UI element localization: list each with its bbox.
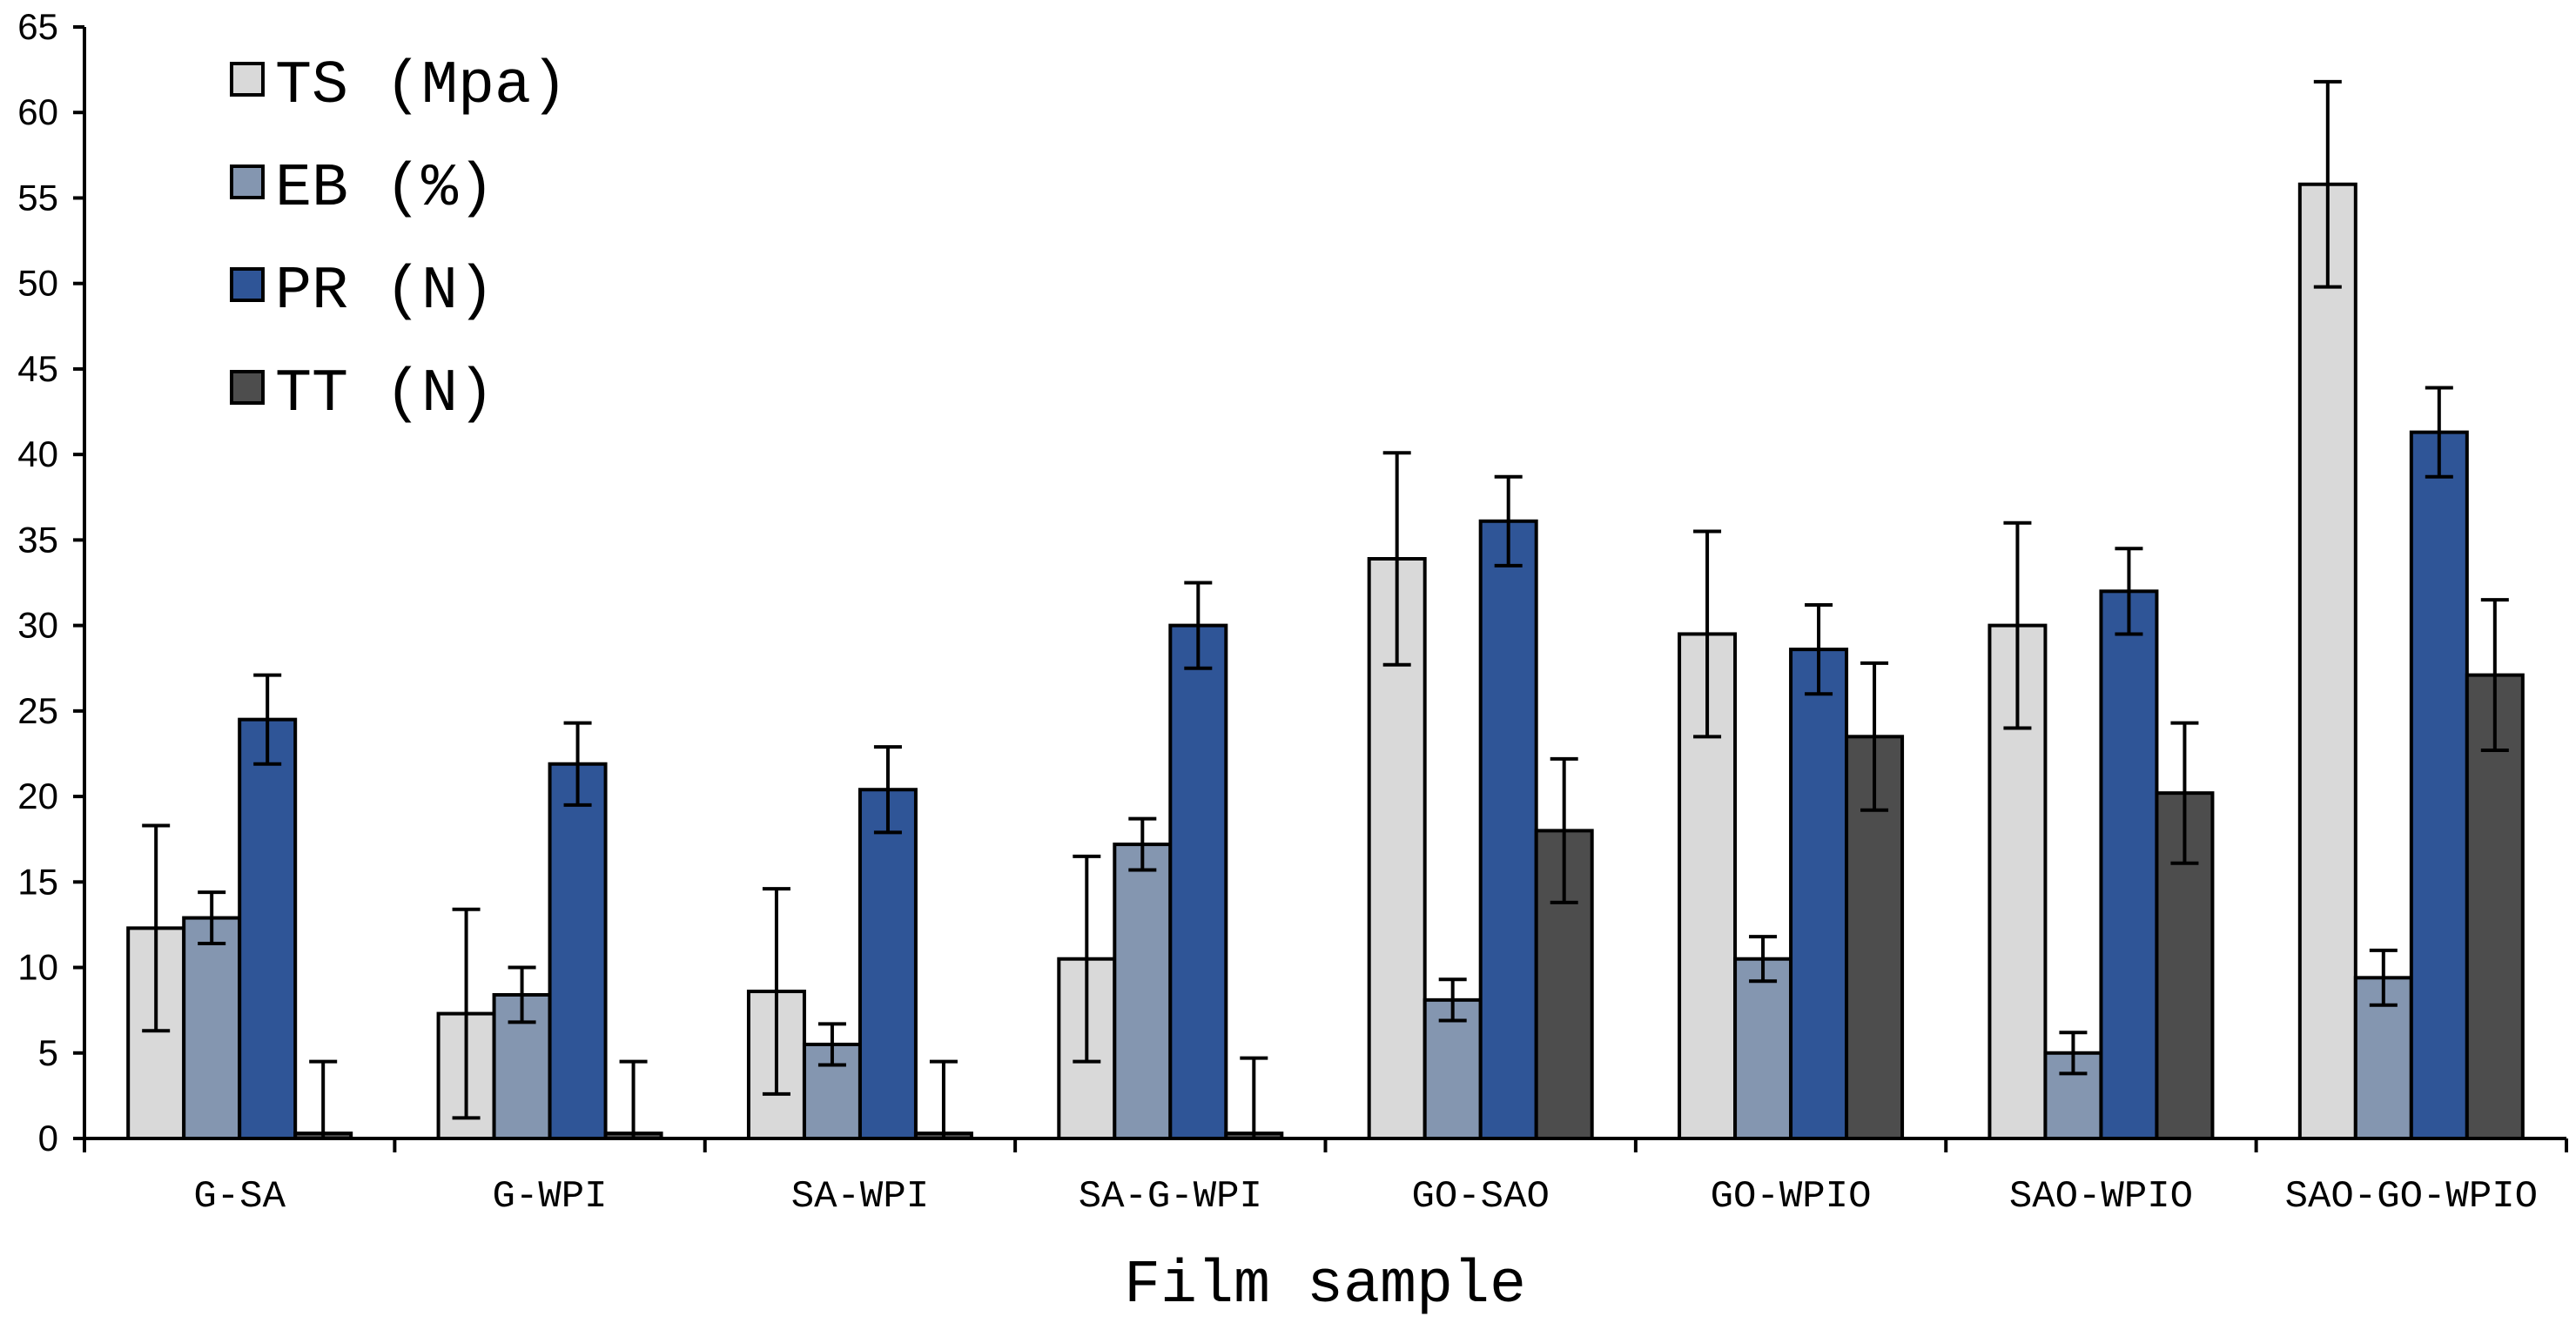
error-bar-G-WPI-3 [619, 1059, 648, 1140]
bar-SAO-WPIO-2 [2099, 589, 2159, 1140]
legend-swatch [230, 62, 265, 97]
x-axis-title: Film sample [1124, 1252, 1526, 1320]
legend-swatch [230, 165, 265, 199]
error-bar-SAO-GO-WPIO-2 [2425, 386, 2453, 479]
bars-layer [126, 182, 2525, 1141]
legend-swatch [230, 267, 265, 302]
y-tick-label: 15 [17, 861, 58, 902]
bar-G-WPI-2 [548, 762, 608, 1140]
y-tick-label: 65 [17, 6, 58, 47]
error-bar-GO-SAO-3 [1550, 756, 1578, 904]
error-bar-SA-G-WPI-2 [1184, 581, 1213, 670]
error-bar-SA-G-WPI-3 [1240, 1056, 1268, 1140]
bar-SAO-GO-WPIO-0 [2297, 182, 2357, 1140]
error-bar-SA-WPI-3 [929, 1059, 958, 1140]
legend-swatch [230, 370, 265, 405]
legend-label: PR (N) [275, 258, 494, 326]
error-bar-GO-SAO-0 [1382, 451, 1411, 667]
error-bar-SA-WPI-2 [873, 745, 902, 835]
error-bar-SAO-WPIO-0 [2003, 520, 2032, 730]
error-bar-GO-WPIO-1 [1749, 935, 1778, 984]
y-tick-label: 30 [17, 605, 58, 646]
bar-SAO-GO-WPIO-3 [2465, 673, 2525, 1140]
error-bar-G-SA-1 [198, 890, 226, 946]
y-tick-label: 60 [17, 91, 58, 132]
error-bar-G-SA-0 [142, 823, 171, 1033]
y-tick-label: 25 [17, 690, 58, 731]
bar-G-SA-1 [182, 916, 242, 1140]
x-tick-label: SA-G-WPI [1079, 1175, 1262, 1219]
y-tick-label: 10 [17, 947, 58, 988]
legend-label: TS (Mpa) [275, 52, 568, 121]
error-bar-G-SA-3 [309, 1059, 338, 1140]
axes-layer [73, 25, 2568, 1152]
error-bar-GO-WPIO-3 [1860, 661, 1889, 812]
error-bar-SA-G-WPI-0 [1073, 854, 1101, 1064]
error-bar-SA-WPI-0 [762, 887, 790, 1096]
error-bar-SAO-WPIO-1 [2059, 1031, 2088, 1076]
bar-SAO-GO-WPIO-2 [2409, 430, 2469, 1141]
error-bar-SAO-WPIO-2 [2115, 547, 2143, 636]
y-tick-label: 5 [38, 1032, 58, 1073]
error-bar-G-SA-2 [253, 673, 282, 766]
legend-label: TT (N) [275, 360, 494, 429]
y-tick-label: 35 [17, 519, 58, 560]
error-bar-G-WPI-0 [452, 907, 481, 1120]
y-tick-label: 40 [17, 433, 58, 474]
error-bar-SAO-GO-WPIO-0 [2313, 79, 2342, 289]
bar-GO-WPIO-1 [1733, 957, 1793, 1140]
error-bar-SAO-GO-WPIO-3 [2480, 598, 2509, 753]
bar-SA-G-WPI-2 [1168, 623, 1228, 1140]
y-tick-label: 0 [38, 1118, 58, 1158]
error-bar-G-WPI-1 [508, 965, 536, 1024]
x-tick-label: GO-WPIO [1711, 1175, 1872, 1219]
x-tick-label: SAO-WPIO [2009, 1175, 2193, 1219]
bar-GO-WPIO-2 [1789, 648, 1849, 1140]
bar-SA-WPI-2 [858, 788, 918, 1140]
x-tick-label: G-SA [193, 1175, 286, 1219]
error-bar-SAO-GO-WPIO-1 [2369, 948, 2398, 1007]
error-bar-SAO-WPIO-3 [2170, 721, 2199, 865]
legend-item: PR (N) [230, 258, 494, 326]
x-tick-label: SAO-GO-WPIO [2285, 1175, 2538, 1219]
y-tick-label: 55 [17, 177, 58, 218]
y-tick-label: 45 [17, 348, 58, 389]
error-bar-GO-SAO-2 [1494, 474, 1523, 567]
error-bar-G-WPI-2 [563, 721, 592, 807]
bar-G-SA-2 [238, 717, 298, 1141]
legend-item: EB (%) [230, 155, 494, 224]
bar-SA-G-WPI-1 [1113, 843, 1173, 1141]
y-tick-label: 20 [17, 776, 58, 816]
error-bar-SA-WPI-1 [817, 1022, 846, 1067]
error-bar-GO-WPIO-0 [1693, 529, 1722, 739]
legend-item: TS (Mpa) [230, 52, 568, 121]
x-tick-label: GO-SAO [1411, 1175, 1549, 1219]
error-bar-GO-WPIO-2 [1805, 603, 1833, 696]
x-tick-label: G-WPI [493, 1175, 608, 1219]
legend-label: EB (%) [275, 155, 494, 224]
error-bar-SA-G-WPI-1 [1128, 816, 1157, 872]
error-bar-GO-SAO-1 [1438, 977, 1467, 1023]
labels-layer: G-SA G-WPI SA-WPI SA-G-WPI GO-SAO GO-WPIO SAO-… [17, 6, 2538, 1219]
legend: TS (Mpa) EB (%) PR (N) TT (N) [230, 52, 568, 429]
legend-item: TT (N) [230, 360, 494, 429]
x-tick-label: SA-WPI [791, 1175, 929, 1219]
y-tick-label: 50 [17, 263, 58, 304]
bar-GO-SAO-2 [1478, 519, 1538, 1140]
